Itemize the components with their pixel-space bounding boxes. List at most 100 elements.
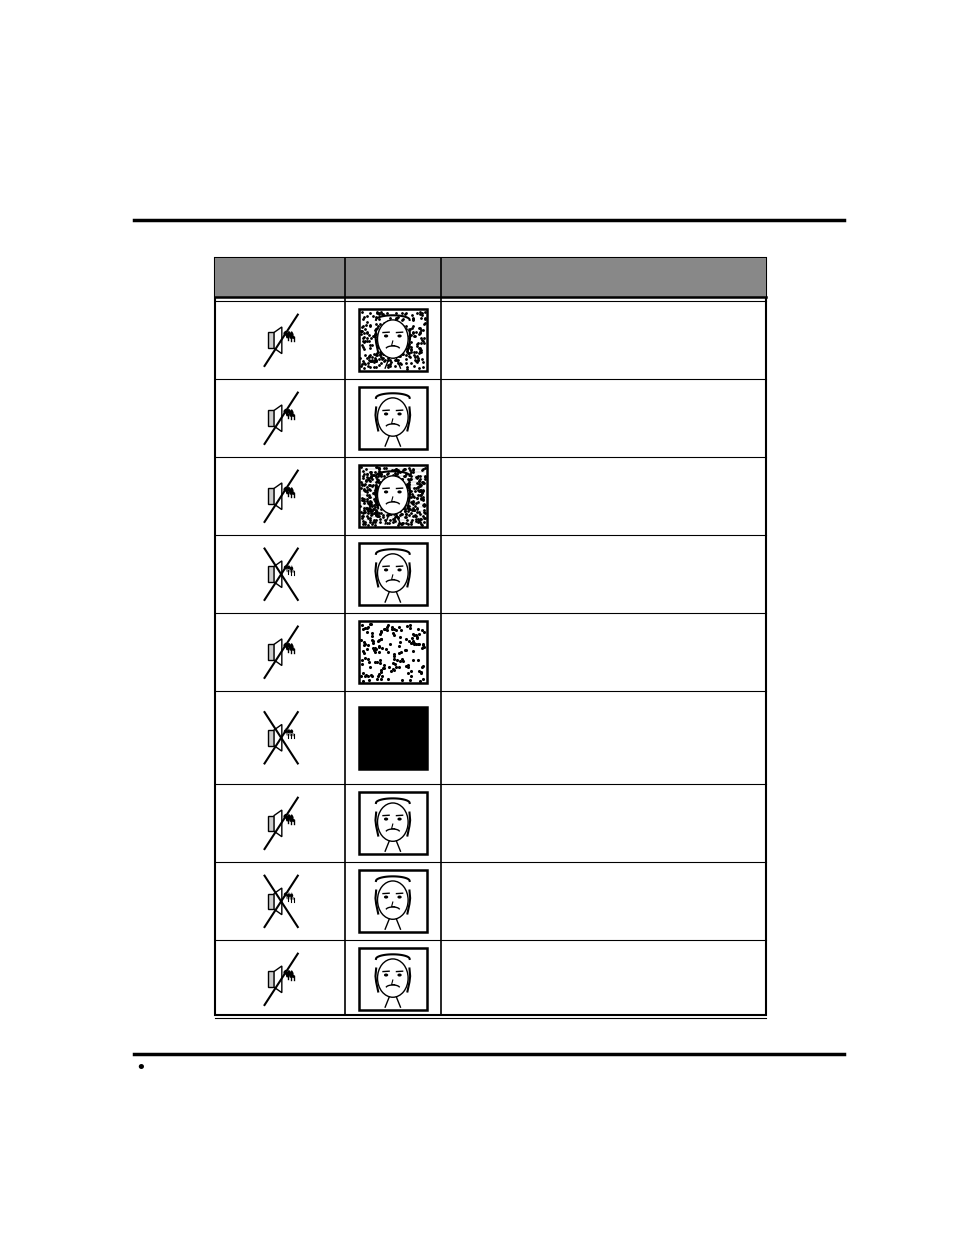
Point [361, 335, 376, 354]
Ellipse shape [397, 973, 401, 977]
Point [377, 458, 393, 478]
Point [398, 504, 414, 524]
Point [386, 648, 401, 668]
Point [391, 636, 406, 656]
Ellipse shape [383, 335, 388, 337]
Point [369, 358, 384, 378]
Point [386, 329, 401, 348]
Point [382, 321, 397, 341]
Point [372, 482, 387, 501]
Point [360, 616, 375, 636]
Point [354, 354, 369, 374]
Point [376, 471, 392, 490]
Point [410, 634, 425, 653]
Point [354, 357, 369, 377]
Point [360, 346, 375, 366]
Point [354, 303, 369, 322]
Point [398, 353, 414, 373]
Point [361, 493, 376, 513]
Point [397, 464, 413, 484]
Point [367, 325, 382, 345]
Point [400, 480, 416, 500]
Point [370, 327, 385, 347]
Point [369, 474, 384, 494]
Point [414, 473, 429, 493]
Point [408, 467, 423, 487]
Point [369, 330, 384, 350]
Point [374, 662, 389, 682]
Point [361, 493, 376, 513]
Point [354, 475, 369, 495]
Point [359, 329, 375, 348]
Point [398, 357, 414, 377]
Point [406, 634, 421, 653]
Point [355, 327, 371, 347]
Point [397, 303, 413, 322]
Point [365, 499, 380, 519]
Point [354, 474, 369, 494]
Point [389, 340, 404, 359]
Point [385, 653, 400, 673]
Point [358, 324, 374, 343]
Point [414, 305, 429, 325]
Ellipse shape [383, 568, 388, 572]
Bar [268, 815, 274, 831]
Point [398, 656, 414, 676]
Point [410, 333, 425, 353]
Point [378, 338, 394, 358]
Point [371, 463, 386, 483]
Point [370, 345, 385, 364]
Point [369, 343, 384, 363]
Point [353, 501, 368, 521]
Point [368, 510, 383, 530]
Point [400, 483, 416, 503]
Point [391, 346, 406, 366]
Point [412, 342, 427, 362]
Point [359, 499, 375, 519]
Point [386, 661, 401, 680]
Point [411, 480, 426, 500]
Point [388, 459, 403, 479]
Point [394, 321, 409, 341]
Point [380, 343, 395, 363]
Point [398, 616, 414, 636]
Point [355, 462, 370, 482]
Point [367, 498, 382, 517]
Point [357, 666, 373, 685]
Point [375, 471, 390, 490]
Point [397, 479, 413, 499]
Point [414, 657, 429, 677]
Point [401, 631, 416, 651]
Point [390, 509, 405, 529]
Point [395, 459, 411, 479]
Point [355, 509, 370, 529]
Point [405, 310, 420, 330]
Point [370, 631, 385, 651]
Point [361, 474, 376, 494]
Ellipse shape [377, 320, 408, 358]
Point [362, 495, 377, 515]
Point [374, 494, 389, 514]
Point [378, 490, 394, 510]
Point [357, 320, 373, 340]
Point [386, 322, 401, 342]
Point [360, 515, 375, 535]
Point [356, 345, 372, 364]
Point [408, 494, 423, 514]
Point [393, 353, 408, 373]
Point [369, 638, 384, 658]
Point [394, 304, 409, 324]
Point [378, 499, 394, 519]
Point [404, 305, 419, 325]
Point [416, 473, 432, 493]
Point [377, 510, 393, 530]
Point [379, 496, 395, 516]
Point [393, 504, 408, 524]
Point [372, 637, 387, 657]
Point [381, 657, 396, 677]
Point [416, 490, 431, 510]
Bar [358, 466, 426, 527]
Point [399, 341, 415, 361]
Point [355, 327, 371, 347]
Point [392, 480, 407, 500]
